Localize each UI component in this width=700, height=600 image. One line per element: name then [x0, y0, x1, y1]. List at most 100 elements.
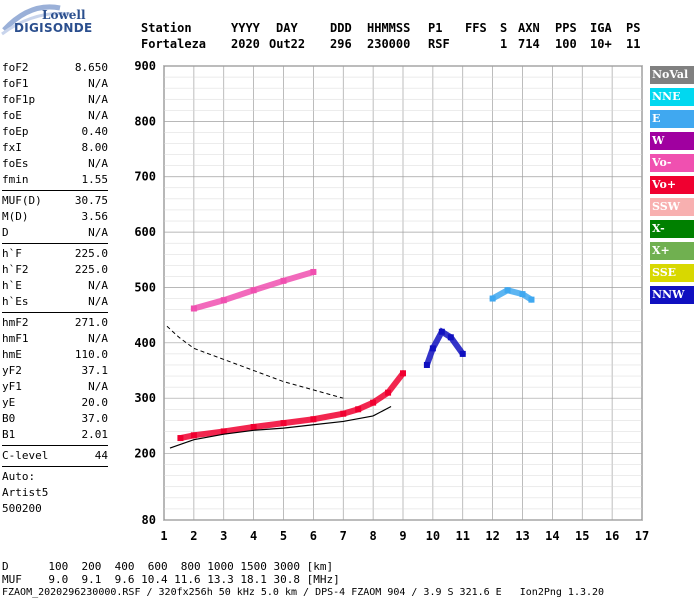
param-value: N/A	[88, 380, 108, 393]
x-tick-label: 17	[635, 529, 649, 543]
param-row: B1 2.01	[2, 427, 108, 443]
header-value: 714	[518, 37, 540, 51]
y-tick-label: 200	[134, 447, 156, 461]
legend-item: E	[650, 110, 694, 128]
profile-curve	[169, 405, 392, 449]
header-value: 100	[555, 37, 577, 51]
param-value: 8.650	[74, 61, 108, 74]
y-tick-label: 900	[134, 59, 156, 73]
param-name: fmin	[2, 173, 29, 186]
y-tick-label: 80	[142, 513, 156, 527]
param-row: h`E N/A	[2, 278, 108, 294]
x-tick-label: 16	[605, 529, 619, 543]
param-row: h`F 225.0	[2, 246, 108, 262]
param-value: 225.0	[74, 263, 108, 276]
legend-item: X+	[650, 242, 694, 260]
auto-label: Auto:	[2, 470, 36, 483]
x-tick-label: 13	[515, 529, 529, 543]
x-tick-label: 11	[456, 529, 470, 543]
param-value: 44	[94, 449, 108, 462]
header-label: S	[500, 21, 508, 35]
param-row: D N/A	[2, 225, 108, 241]
y-tick-label: 800	[134, 114, 156, 128]
param-row: M(D) 3.56	[2, 209, 108, 225]
header-value: 296	[330, 37, 352, 51]
header-value: Fortaleza	[141, 37, 207, 51]
param-value: N/A	[88, 77, 108, 90]
param-name: D	[2, 226, 9, 239]
header-label: HHMMSS	[367, 21, 411, 35]
param-row: fmin 1.55	[2, 172, 108, 188]
param-name: foF2	[2, 61, 29, 74]
x-tick-label: 9	[399, 529, 406, 543]
param-name: yF2	[2, 364, 22, 377]
param-name: B1	[2, 428, 16, 441]
echo-trace	[423, 327, 466, 368]
header-label: IGA	[590, 21, 612, 35]
param-value: N/A	[88, 157, 108, 170]
param-row: foEp 0.40	[2, 124, 108, 140]
param-name: MUF(D)	[2, 194, 42, 207]
x-tick-label: 10	[426, 529, 440, 543]
param-row: hmF2 271.0	[2, 315, 108, 331]
header-value: 11	[626, 37, 641, 51]
x-tick-label: 12	[485, 529, 499, 543]
header-label: YYYY	[231, 21, 260, 35]
param-value: 271.0	[74, 316, 108, 329]
header-label: Station	[141, 21, 192, 35]
y-tick-label: 600	[134, 225, 156, 239]
param-name: yE	[2, 396, 16, 409]
param-row: foF1 N/A	[2, 76, 108, 92]
x-tick-label: 4	[250, 529, 257, 543]
param-row: yF2 37.1	[2, 363, 108, 379]
legend-item: SSW	[650, 198, 694, 216]
footer-muf-line: MUF 9.0 9.1 9.6 10.4 11.6 13.3 18.1 30.8…	[2, 573, 340, 586]
footer-file-line: FZAOM_2020296230000.RSF / 320fx256h 50 k…	[2, 587, 605, 598]
header-value: 1	[500, 37, 508, 51]
y-tick-label: 700	[134, 170, 156, 184]
header-value: 10+	[590, 37, 612, 51]
y-tick-label: 500	[134, 280, 156, 294]
param-row: foF2 8.650	[2, 60, 108, 76]
param-value: 20.0	[81, 396, 109, 409]
param-value: 3.56	[81, 210, 109, 223]
footer-distance-line: D 100 200 400 600 800 1000 1500 3000 [km…	[2, 560, 334, 573]
param-value: N/A	[88, 332, 108, 345]
param-value: 30.75	[74, 194, 108, 207]
param-value: 37.1	[81, 364, 109, 377]
header-label: DAY	[276, 21, 298, 35]
auto-artist: Artist5	[2, 486, 49, 499]
header-label: DDD	[330, 21, 352, 35]
header-value: 230000	[367, 37, 411, 51]
param-row: foEs N/A	[2, 156, 108, 172]
header-label: PS	[626, 21, 641, 35]
param-row: h`Es N/A	[2, 294, 108, 310]
legend-item: X-	[650, 220, 694, 238]
legend-item: Vo-	[650, 154, 694, 172]
param-name: yF1	[2, 380, 22, 393]
param-name: h`F2	[2, 263, 29, 276]
param-row: C-level 44	[2, 448, 108, 464]
param-row: hmF1 N/A	[2, 331, 108, 347]
auto-code: 500200	[2, 502, 42, 515]
param-row: B0 37.0	[2, 411, 108, 427]
param-name: h`Es	[2, 295, 29, 308]
param-row: h`F2 225.0	[2, 262, 108, 278]
param-value: 0.40	[81, 125, 109, 138]
x-tick-label: 8	[370, 529, 377, 543]
param-row: MUF(D) 30.75	[2, 193, 108, 209]
legend-item: Vo+	[650, 176, 694, 194]
x-tick-label: 15	[575, 529, 589, 543]
legend-item: NoVal	[650, 66, 694, 84]
x-tick-label: 1	[160, 529, 167, 543]
x-tick-label: 14	[545, 529, 559, 543]
param-value: 1.55	[81, 173, 109, 186]
param-value: N/A	[88, 226, 108, 239]
logo-lowell: Lowell	[42, 8, 86, 22]
param-row: foE N/A	[2, 108, 108, 124]
header-label: FFS	[465, 21, 487, 35]
param-name: foF1	[2, 77, 29, 90]
legend: NoVal NNE E W Vo- Vo+ SSW X- X+ SSE NNW	[650, 66, 694, 308]
param-row: hmE 110.0	[2, 347, 108, 363]
